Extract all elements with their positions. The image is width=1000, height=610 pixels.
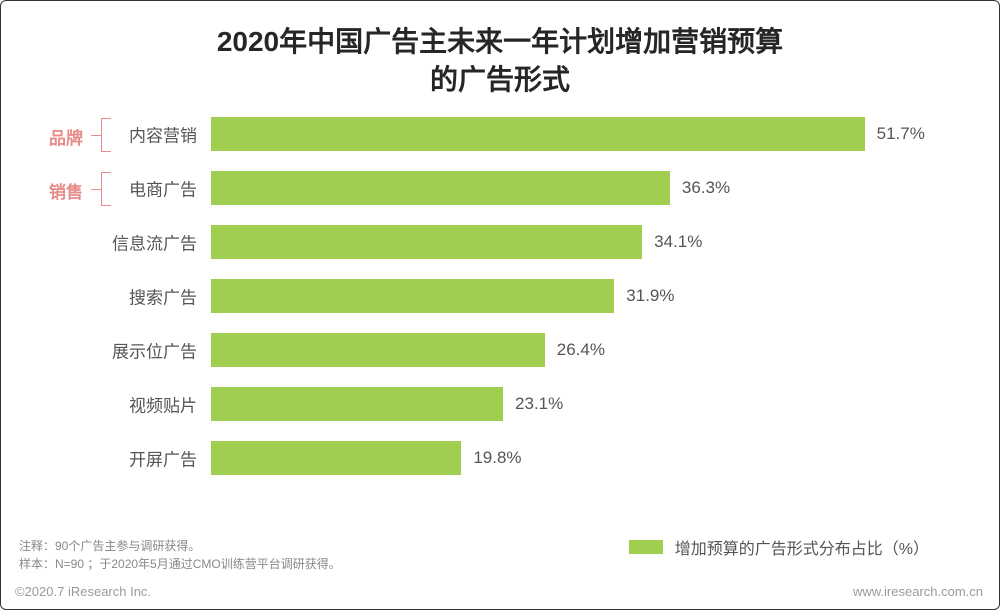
bar-row: 开屏广告19.8% bbox=[211, 441, 919, 475]
bar-row: 电商广告36.3% bbox=[211, 171, 919, 205]
bar-row: 内容营销51.7% bbox=[211, 117, 919, 151]
footnote-1: 注释：90个广告主参与调研获得。 bbox=[19, 537, 341, 555]
bar-row: 展示位广告26.4% bbox=[211, 333, 919, 367]
tag-bracket bbox=[101, 118, 111, 152]
bar-row: 信息流广告34.1% bbox=[211, 225, 919, 259]
bar bbox=[211, 279, 614, 313]
bar-row: 搜索广告31.9% bbox=[211, 279, 919, 313]
y-axis-label: 电商广告 bbox=[129, 175, 211, 200]
tag-bracket bbox=[101, 172, 111, 206]
footnotes: 注释：90个广告主参与调研获得。 样本：N=90 ；于2020年5月通过CMO训… bbox=[19, 537, 341, 573]
bar-value-label: 23.1% bbox=[515, 394, 563, 414]
bar-chart: 内容营销51.7% 电商广告36.3% 信息流广告34.1% 搜索广告31.9% 展示位… bbox=[211, 117, 919, 517]
tag-stem bbox=[91, 189, 101, 190]
footnote-2: 样本：N=90 ；于2020年5月通过CMO训练营平台调研获得。 bbox=[19, 555, 341, 573]
bar-row: 视频贴片23.1% bbox=[211, 387, 919, 421]
legend-swatch bbox=[629, 540, 663, 554]
title-line-1: 2020年中国广告主未来一年计划增加营销预算 bbox=[217, 26, 783, 57]
side-tag: 品牌 bbox=[49, 124, 83, 149]
bar bbox=[211, 441, 461, 475]
bar-value-label: 19.8% bbox=[473, 448, 521, 468]
y-axis-label: 信息流广告 bbox=[112, 229, 211, 254]
bar-value-label: 51.7% bbox=[877, 124, 925, 144]
y-axis-label: 视频贴片 bbox=[129, 391, 211, 416]
bar bbox=[211, 333, 545, 367]
y-axis-label: 搜索广告 bbox=[129, 283, 211, 308]
bar bbox=[211, 387, 503, 421]
bar bbox=[211, 117, 865, 151]
y-axis-label: 展示位广告 bbox=[112, 337, 211, 362]
bar-value-label: 36.3% bbox=[682, 178, 730, 198]
y-axis-label: 开屏广告 bbox=[129, 445, 211, 470]
bar bbox=[211, 171, 670, 205]
y-axis-label: 内容营销 bbox=[129, 121, 211, 146]
bar-value-label: 31.9% bbox=[626, 286, 674, 306]
chart-title: 2020年中国广告主未来一年计划增加营销预算 的广告形式 bbox=[1, 1, 999, 109]
bar-value-label: 26.4% bbox=[557, 340, 605, 360]
source-url: www.iresearch.com.cn bbox=[853, 584, 983, 599]
side-tag: 销售 bbox=[49, 178, 83, 203]
bar bbox=[211, 225, 642, 259]
copyright: ©2020.7 iResearch Inc. bbox=[15, 584, 151, 599]
bar-value-label: 34.1% bbox=[654, 232, 702, 252]
legend: 增加预算的广告形式分布占比（%） bbox=[629, 535, 929, 559]
tag-stem bbox=[91, 135, 101, 136]
legend-text: 增加预算的广告形式分布占比（%） bbox=[675, 535, 929, 559]
title-line-2: 的广告形式 bbox=[430, 64, 570, 95]
